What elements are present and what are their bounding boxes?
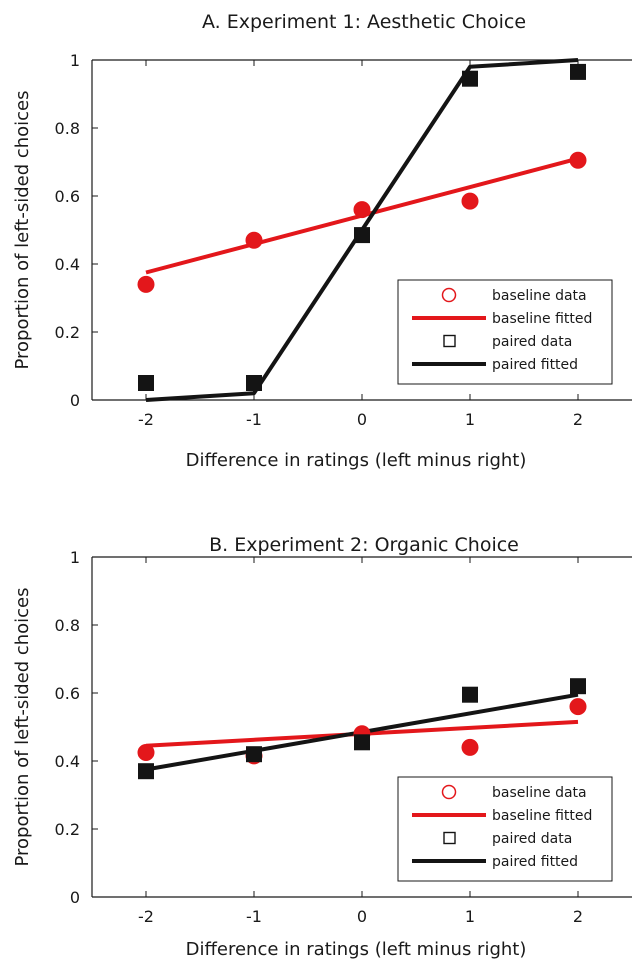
baseline-data-point xyxy=(461,192,479,210)
axis-ticks: -2 -1 0 1 2 0 0.2 0.4 0.6 0.8 1 xyxy=(55,548,632,926)
paired-data-point xyxy=(138,763,154,780)
paired-data-point xyxy=(570,678,586,695)
paired-data-point xyxy=(246,746,262,763)
x-tick-label: 1 xyxy=(465,907,475,926)
y-tick-label: 0.8 xyxy=(55,616,80,635)
paired-data-point xyxy=(138,375,154,391)
y-tick-label: 0.6 xyxy=(55,684,80,703)
y-axis-label: Proportion of left-sided choices xyxy=(12,90,33,369)
legend-label-baseline-fitted: baseline fitted xyxy=(492,808,592,824)
baseline-data-point xyxy=(569,698,587,716)
x-tick-label: 0 xyxy=(357,410,367,429)
y-tick-label: 1 xyxy=(70,548,80,567)
x-axis-label: Difference in ratings (left minus right) xyxy=(186,939,527,960)
chart-title: B. Experiment 2: Organic Choice xyxy=(209,534,519,556)
legend-label-baseline-data: baseline data xyxy=(492,785,587,801)
y-tick-label: 0 xyxy=(70,888,80,907)
y-axis-label: Proportion of left-sided choices xyxy=(12,587,33,866)
legend-label-paired-data: paired data xyxy=(492,334,572,350)
y-tick-label: 0 xyxy=(70,391,80,410)
y-tick-label: 0.4 xyxy=(55,752,80,771)
baseline-data-point xyxy=(353,201,371,219)
paired-data-point xyxy=(246,375,262,391)
legend: baseline data baseline fitted paired data p… xyxy=(397,279,613,385)
paired-data-point xyxy=(462,686,478,703)
y-tick-label: 1 xyxy=(70,51,80,70)
x-tick-label: -2 xyxy=(138,410,154,429)
legend-swatch-baseline-data xyxy=(441,287,457,303)
panel-b-organic-choice: B. Experiment 2: Organic Choice Proporti… xyxy=(12,534,632,960)
paired-data-point xyxy=(570,63,586,80)
legend: baseline data baseline fitted paired data p… xyxy=(397,776,613,882)
plot-marks xyxy=(137,58,587,402)
chart-title: A. Experiment 1: Aesthetic Choice xyxy=(202,11,526,33)
panel-a-aesthetic-choice: A. Experiment 1: Aesthetic Choice Propor… xyxy=(12,11,632,471)
legend-label-paired-fitted: paired fitted xyxy=(492,357,578,373)
baseline-data-point xyxy=(137,744,155,761)
paired-data-point xyxy=(354,227,370,244)
x-tick-label: -2 xyxy=(138,907,154,926)
paired-data-point xyxy=(354,734,370,751)
y-tick-label: 0.4 xyxy=(55,255,80,274)
x-tick-label: -1 xyxy=(246,410,262,429)
x-tick-label: -1 xyxy=(246,907,262,926)
y-tick-label: 0.2 xyxy=(55,323,80,342)
y-tick-label: 0.2 xyxy=(55,820,80,839)
baseline-data-point xyxy=(245,231,263,249)
legend-label-paired-data: paired data xyxy=(492,831,572,847)
x-axis-label: Difference in ratings (left minus right) xyxy=(186,450,527,471)
y-tick-label: 0.8 xyxy=(55,119,80,138)
legend-label-paired-fitted: paired fitted xyxy=(492,854,578,870)
baseline-data-point xyxy=(569,151,587,169)
legend-box xyxy=(397,776,613,882)
legend-swatch-paired-data xyxy=(443,334,456,348)
legend-label-baseline-data: baseline data xyxy=(492,288,587,304)
paired-data-point xyxy=(462,70,478,87)
baseline-data-point xyxy=(461,738,479,756)
legend-swatch-paired-data xyxy=(443,831,456,845)
plot-marks xyxy=(137,678,587,780)
y-tick-label: 0.6 xyxy=(55,187,80,206)
x-tick-label: 2 xyxy=(573,907,583,926)
baseline-data-point xyxy=(137,275,155,293)
x-tick-label: 1 xyxy=(465,410,475,429)
axis-ticks: -2 -1 0 1 2 0 0.2 0.4 0.6 0.8 1 xyxy=(55,51,632,429)
x-tick-label: 2 xyxy=(573,410,583,429)
legend-swatch-baseline-data xyxy=(441,784,457,800)
legend-label-baseline-fitted: baseline fitted xyxy=(492,311,592,327)
x-tick-label: 0 xyxy=(357,907,367,926)
legend-box xyxy=(397,279,613,385)
